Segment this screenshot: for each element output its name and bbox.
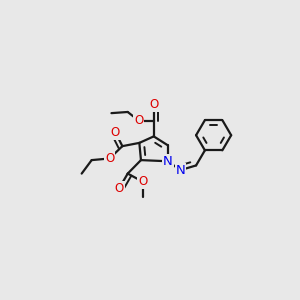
Text: O: O [149,98,158,112]
Text: O: O [111,126,120,139]
Text: O: O [105,152,114,165]
Text: N: N [163,155,172,168]
Text: O: O [115,182,124,194]
Text: O: O [134,114,143,127]
Text: O: O [138,175,147,188]
Text: N: N [176,164,185,177]
